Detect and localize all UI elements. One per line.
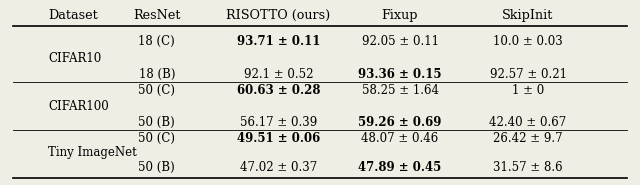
- Text: 92.1 ± 0.52: 92.1 ± 0.52: [244, 68, 313, 80]
- Text: 93.36 ± 0.15: 93.36 ± 0.15: [358, 68, 442, 80]
- Text: 31.57 ± 8.6: 31.57 ± 8.6: [493, 161, 563, 174]
- Text: SkipInit: SkipInit: [502, 9, 554, 22]
- Text: 48.07 ± 0.46: 48.07 ± 0.46: [362, 132, 438, 145]
- Text: RISOTTO (ours): RISOTTO (ours): [227, 9, 330, 22]
- Text: CIFAR100: CIFAR100: [48, 100, 109, 113]
- Text: 50 (B): 50 (B): [138, 161, 175, 174]
- Text: 60.63 ± 0.28: 60.63 ± 0.28: [237, 84, 320, 97]
- Text: 56.17 ± 0.39: 56.17 ± 0.39: [240, 116, 317, 129]
- Text: 47.02 ± 0.37: 47.02 ± 0.37: [240, 161, 317, 174]
- Text: 50 (B): 50 (B): [138, 116, 175, 129]
- Text: Dataset: Dataset: [48, 9, 98, 22]
- Text: CIFAR10: CIFAR10: [48, 52, 101, 65]
- Text: 10.0 ± 0.03: 10.0 ± 0.03: [493, 35, 563, 48]
- Text: ResNet: ResNet: [133, 9, 180, 22]
- Text: 50 (C): 50 (C): [138, 84, 175, 97]
- Text: Tiny ImageNet: Tiny ImageNet: [48, 146, 137, 159]
- Text: 42.40 ± 0.67: 42.40 ± 0.67: [490, 116, 566, 129]
- Text: 18 (C): 18 (C): [138, 35, 175, 48]
- Text: 92.57 ± 0.21: 92.57 ± 0.21: [490, 68, 566, 80]
- Text: 92.05 ± 0.11: 92.05 ± 0.11: [362, 35, 438, 48]
- Text: Fixup: Fixup: [381, 9, 419, 22]
- Text: 49.51 ± 0.06: 49.51 ± 0.06: [237, 132, 320, 145]
- Text: 47.89 ± 0.45: 47.89 ± 0.45: [358, 161, 442, 174]
- Text: 18 (B): 18 (B): [138, 68, 175, 80]
- Text: 1 ± 0: 1 ± 0: [512, 84, 544, 97]
- Text: 26.42 ± 9.7: 26.42 ± 9.7: [493, 132, 563, 145]
- Text: 59.26 ± 0.69: 59.26 ± 0.69: [358, 116, 442, 129]
- Text: 58.25 ± 1.64: 58.25 ± 1.64: [362, 84, 438, 97]
- Text: 50 (C): 50 (C): [138, 132, 175, 145]
- Text: 93.71 ± 0.11: 93.71 ± 0.11: [237, 35, 320, 48]
